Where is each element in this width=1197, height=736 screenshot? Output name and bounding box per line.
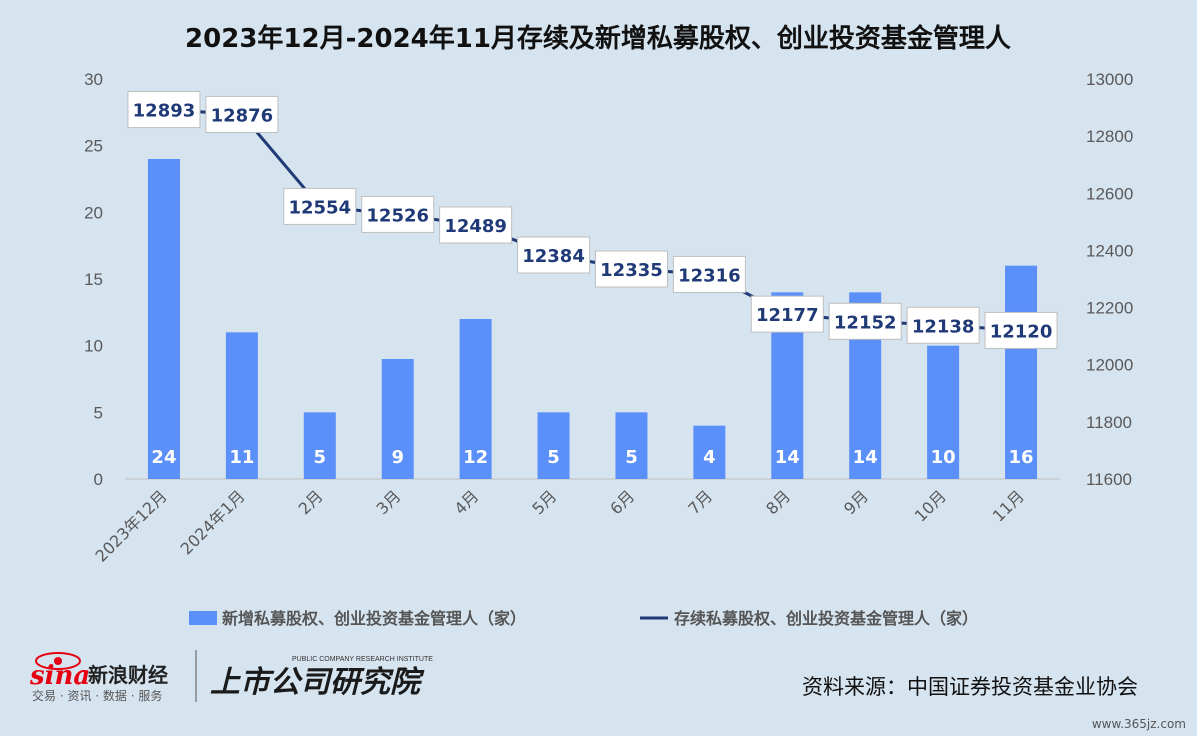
bar bbox=[537, 412, 570, 479]
bar bbox=[381, 359, 414, 479]
y-right-tick-label: 12800 bbox=[1086, 127, 1133, 146]
legend: 新增私募股权、创业投资基金管理人（家） 存续私募股权、创业投资基金管理人（家） bbox=[189, 609, 978, 628]
x-tick-label: 4月 bbox=[451, 486, 483, 518]
line-data-label: 12152 bbox=[834, 312, 897, 333]
left-axis: 0 5 10 15 20 25 30 bbox=[84, 70, 103, 489]
bar-data-label: 4 bbox=[703, 447, 716, 468]
x-tick-label: 2024年1月 bbox=[177, 486, 249, 558]
chart-title: 2023年12月-2024年11月存续及新增私募股权、创业投资基金管理人 bbox=[185, 23, 1011, 54]
line-data-label: 12316 bbox=[678, 265, 741, 286]
legend-bar-label: 新增私募股权、创业投资基金管理人（家） bbox=[222, 609, 526, 628]
x-tick-label: 5月 bbox=[528, 486, 560, 518]
y-left-tick-label: 25 bbox=[84, 137, 103, 156]
bar-data-label: 5 bbox=[314, 447, 327, 468]
research-institute-name: 上市公司研究院 bbox=[210, 665, 425, 700]
line-label-box bbox=[906, 306, 980, 344]
watermark: www.365jz.com bbox=[1092, 717, 1186, 731]
bar-data-label: 9 bbox=[391, 447, 404, 468]
bar bbox=[1005, 265, 1038, 479]
line-data-label: 12335 bbox=[600, 260, 663, 281]
line-label-box bbox=[828, 302, 902, 340]
bar-data-label: 5 bbox=[547, 447, 560, 468]
bar-data-label: 5 bbox=[625, 447, 638, 468]
x-tick-label: 6月 bbox=[606, 486, 638, 518]
bar bbox=[147, 159, 180, 479]
sina-finance-name: 新浪财经 bbox=[88, 663, 168, 687]
bar bbox=[693, 425, 726, 479]
x-tick-label: 10月 bbox=[911, 486, 950, 525]
bar-data-label: 14 bbox=[853, 447, 878, 468]
legend-bar-swatch bbox=[189, 611, 217, 625]
bar-data-label: 14 bbox=[775, 447, 800, 468]
y-right-tick-label: 13000 bbox=[1086, 70, 1133, 89]
research-institute-english: PUBLIC COMPANY RESEARCH INSTITUTE bbox=[292, 656, 433, 663]
y-left-tick-label: 20 bbox=[84, 203, 103, 222]
sina-eye-pupil-icon bbox=[54, 657, 62, 665]
bar-data-label: 16 bbox=[1009, 447, 1034, 468]
bar bbox=[303, 412, 336, 479]
line-data-label: 12893 bbox=[133, 101, 196, 122]
research-institute-logo: 上市公司研究院 PUBLIC COMPANY RESEARCH INSTITUT… bbox=[210, 656, 433, 700]
bar-data-label: 24 bbox=[151, 447, 176, 468]
line-label-box bbox=[361, 195, 435, 233]
line-data-label: 12526 bbox=[366, 205, 429, 226]
y-left-tick-label: 30 bbox=[84, 70, 103, 89]
right-axis: 11600 11800 12000 12200 12400 12600 12800 13000 bbox=[1086, 70, 1133, 489]
bar-data-label: 10 bbox=[931, 447, 956, 468]
line-data-label: 12384 bbox=[522, 246, 585, 267]
line-data-label: 12489 bbox=[444, 216, 507, 237]
line-label-box bbox=[984, 311, 1058, 349]
y-right-tick-label: 11600 bbox=[1086, 470, 1132, 489]
bar bbox=[225, 332, 258, 479]
bar-data-labels: 24 11 5 9 12 5 5 4 14 14 10 16 bbox=[151, 447, 1033, 468]
bar bbox=[459, 319, 492, 479]
line-label-box bbox=[517, 236, 591, 274]
y-right-tick-label: 12600 bbox=[1086, 184, 1133, 203]
line-data-label: 12120 bbox=[990, 321, 1053, 342]
x-tick-label: 9月 bbox=[840, 486, 872, 518]
y-right-tick-label: 11800 bbox=[1086, 413, 1132, 432]
y-right-tick-label: 12000 bbox=[1086, 356, 1133, 375]
line-label-box bbox=[283, 187, 357, 225]
y-left-tick-label: 10 bbox=[84, 337, 103, 356]
line-data-label: 12138 bbox=[912, 316, 975, 337]
x-tick-label: 7月 bbox=[684, 486, 716, 518]
bar bbox=[927, 345, 960, 479]
sina-tagline: 交易 · 资讯 · 数据 · 服务 bbox=[32, 688, 162, 703]
x-tick-label: 8月 bbox=[762, 486, 794, 518]
line-data-labels: 12893 12876 12554 12526 12489 12384 12335 12316… bbox=[127, 91, 1058, 349]
sina-logo-text: sina bbox=[29, 661, 90, 691]
x-tick-label: 3月 bbox=[373, 486, 405, 518]
sina-finance-logo: sina 新浪财经 交易 · 资讯 · 数据 · 服务 bbox=[29, 652, 168, 703]
bar bbox=[615, 412, 648, 479]
line-label-box bbox=[672, 255, 746, 293]
bar-series bbox=[147, 159, 1038, 479]
line-label-box bbox=[594, 250, 668, 288]
y-right-tick-label: 12200 bbox=[1086, 299, 1133, 318]
line-label-box bbox=[750, 295, 824, 333]
y-left-tick-label: 15 bbox=[84, 270, 103, 289]
line-data-label: 12554 bbox=[288, 197, 351, 218]
x-tick-label: 11月 bbox=[989, 486, 1028, 525]
y-right-tick-label: 12400 bbox=[1086, 241, 1133, 260]
y-left-tick-label: 0 bbox=[94, 470, 103, 489]
line-label-box bbox=[205, 95, 279, 133]
x-tick-label: 2023年12月 bbox=[92, 486, 171, 565]
x-tick-label: 2月 bbox=[295, 486, 327, 518]
legend-line-label: 存续私募股权、创业投资基金管理人（家） bbox=[674, 609, 978, 628]
line-data-label: 12876 bbox=[211, 105, 274, 126]
line-label-box bbox=[127, 91, 201, 129]
sina-eye-icon bbox=[35, 652, 81, 670]
source-note: 资料来源：中国证券投资基金业协会 bbox=[802, 675, 1138, 699]
line-label-box bbox=[439, 206, 513, 244]
line-data-label: 12177 bbox=[756, 305, 819, 326]
x-axis-ticks: 2023年12月 2024年1月 2月 3月 4月 5月 6月 7月 8月 9月 10月 11月 bbox=[92, 486, 1028, 565]
bar-data-label: 12 bbox=[463, 447, 488, 468]
y-left-tick-label: 5 bbox=[94, 403, 103, 422]
bar-data-label: 11 bbox=[229, 447, 254, 468]
